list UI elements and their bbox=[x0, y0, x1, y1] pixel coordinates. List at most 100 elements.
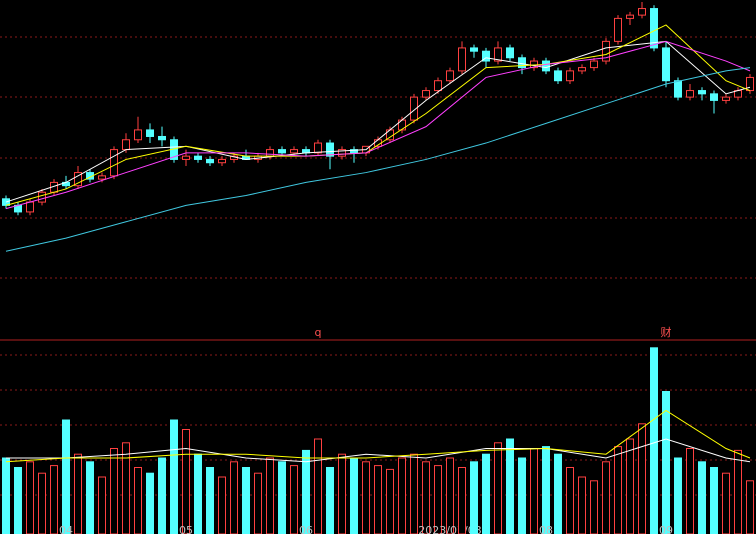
x-tick-label: 09 bbox=[659, 524, 673, 534]
candle-body bbox=[194, 155, 202, 160]
volume-bar bbox=[458, 467, 466, 534]
volume-bar bbox=[626, 438, 634, 534]
x-tick-label: 06 bbox=[299, 524, 313, 534]
candle-body bbox=[542, 60, 550, 72]
candle-body bbox=[434, 80, 442, 92]
candle-body bbox=[278, 149, 286, 154]
candle-body bbox=[698, 90, 706, 95]
volume-bar bbox=[230, 461, 238, 534]
volume-bar bbox=[302, 449, 310, 534]
volume-bar bbox=[734, 449, 742, 534]
volume-bar bbox=[554, 453, 562, 534]
volume-bar bbox=[350, 457, 358, 534]
volume-bar bbox=[314, 438, 322, 534]
candle-body bbox=[602, 40, 610, 62]
candle-body bbox=[482, 50, 490, 62]
candle-body bbox=[410, 96, 418, 121]
volume-bar bbox=[542, 446, 550, 534]
candle-body bbox=[182, 155, 190, 160]
candle-body bbox=[710, 93, 718, 101]
volume-bar bbox=[26, 461, 34, 534]
volume-bar bbox=[674, 457, 682, 534]
volume-bar bbox=[386, 468, 394, 534]
candle-body bbox=[494, 47, 502, 62]
candle-body bbox=[350, 149, 358, 154]
volume-bar bbox=[182, 429, 190, 534]
volume-bar bbox=[38, 472, 46, 534]
volume-bar bbox=[482, 453, 490, 534]
candle-body bbox=[446, 70, 454, 82]
volume-bar bbox=[86, 461, 94, 534]
volume-bar bbox=[254, 472, 262, 534]
volume-bar bbox=[110, 448, 118, 534]
candle-body bbox=[686, 90, 694, 98]
volume-bar bbox=[446, 457, 454, 534]
event-marker: 财 bbox=[661, 325, 672, 339]
volume-bar bbox=[146, 472, 154, 534]
candle-body bbox=[470, 47, 478, 52]
volume-bar bbox=[158, 457, 166, 534]
candle-body bbox=[134, 129, 142, 141]
candle-body bbox=[554, 70, 562, 82]
volume-bar bbox=[638, 423, 646, 534]
volume-bar bbox=[218, 476, 226, 534]
volume-bar bbox=[266, 457, 274, 534]
candle-body bbox=[338, 149, 346, 157]
volume-bar bbox=[170, 419, 178, 534]
volume-bar bbox=[98, 476, 106, 534]
candle-body bbox=[650, 8, 658, 49]
candle-body bbox=[614, 17, 622, 42]
candle-body bbox=[458, 47, 466, 72]
moving-average bbox=[5, 40, 751, 203]
volume-bar bbox=[578, 476, 586, 534]
volume-bar bbox=[290, 465, 298, 534]
candle-body bbox=[626, 14, 634, 19]
candle-body bbox=[746, 76, 754, 92]
volume-bar bbox=[338, 453, 346, 534]
volume-bar bbox=[506, 438, 514, 534]
volume-bar bbox=[698, 461, 706, 534]
volume-bar bbox=[650, 347, 658, 534]
x-tick-label: 05 bbox=[179, 524, 193, 534]
volume-bar bbox=[686, 448, 694, 534]
volume-bar bbox=[194, 453, 202, 534]
volume-bar bbox=[62, 419, 70, 534]
candle-body bbox=[158, 135, 166, 141]
event-marker: q bbox=[315, 326, 322, 339]
candle-body bbox=[266, 149, 274, 157]
volume-bar bbox=[518, 457, 526, 534]
volume-bar bbox=[374, 465, 382, 534]
volume-bar bbox=[74, 453, 82, 534]
volume-bar bbox=[722, 472, 730, 534]
candle-body bbox=[674, 80, 682, 98]
moving-average bbox=[5, 67, 751, 252]
volume-bar bbox=[134, 467, 142, 534]
candle-body bbox=[422, 90, 430, 98]
x-tick-label: 08 bbox=[539, 524, 553, 534]
volume-bar bbox=[530, 448, 538, 534]
candle-body bbox=[578, 67, 586, 72]
candle-body bbox=[38, 191, 46, 203]
candle-body bbox=[26, 201, 34, 213]
candle-body bbox=[218, 158, 226, 164]
candle-body bbox=[662, 47, 670, 82]
candle-body bbox=[290, 149, 298, 154]
volume-bar bbox=[410, 453, 418, 534]
candle-body bbox=[566, 70, 574, 82]
volume-bar bbox=[206, 467, 214, 534]
candle-body bbox=[110, 149, 118, 177]
candle-body bbox=[146, 129, 154, 137]
candle-body bbox=[326, 142, 334, 157]
volume-bar bbox=[710, 467, 718, 534]
volume-bar bbox=[398, 457, 406, 534]
volume-bar bbox=[14, 467, 22, 534]
candle-body bbox=[74, 172, 82, 187]
volume-bar bbox=[590, 480, 598, 534]
candle-body bbox=[506, 47, 514, 59]
volume-bar bbox=[470, 461, 478, 534]
candle-body bbox=[122, 139, 130, 151]
candle-body bbox=[206, 158, 214, 164]
volume-bar bbox=[566, 467, 574, 534]
volume-bar bbox=[662, 391, 670, 534]
